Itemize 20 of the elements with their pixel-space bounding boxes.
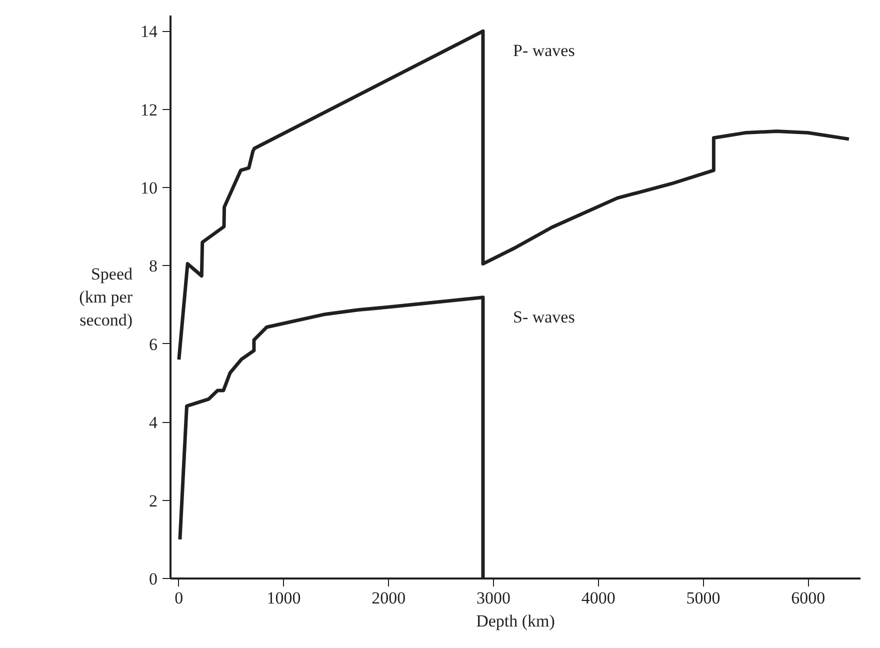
x-tick-label: 0 [174, 588, 184, 608]
y-axis-title: Speed (km per second) [79, 264, 133, 330]
x-tick-label: 4000 [581, 588, 616, 608]
x-tick-label: 6000 [791, 588, 826, 608]
y-tick-label: 2 [149, 491, 158, 510]
y-tick-label: 10 [140, 178, 158, 198]
y-tick-label: 12 [140, 100, 158, 120]
x-tick-label: 2000 [372, 588, 406, 608]
series-label: P- waves [512, 41, 575, 60]
series-label: S- waves [512, 307, 575, 326]
x-tick-label: 5000 [686, 588, 720, 608]
y-tick-label: 0 [149, 570, 158, 588]
y-tick-label: 8 [149, 256, 158, 276]
line-series [177, 29, 851, 362]
y-tick-label: 6 [149, 334, 158, 354]
y-tick-label: 4 [149, 413, 158, 432]
x-tick-label: 1000 [266, 588, 301, 608]
x-tick-label: 3000 [476, 588, 510, 608]
y-tick-label: 14 [140, 22, 158, 42]
x-axis-title: Depth (km) [476, 612, 555, 630]
